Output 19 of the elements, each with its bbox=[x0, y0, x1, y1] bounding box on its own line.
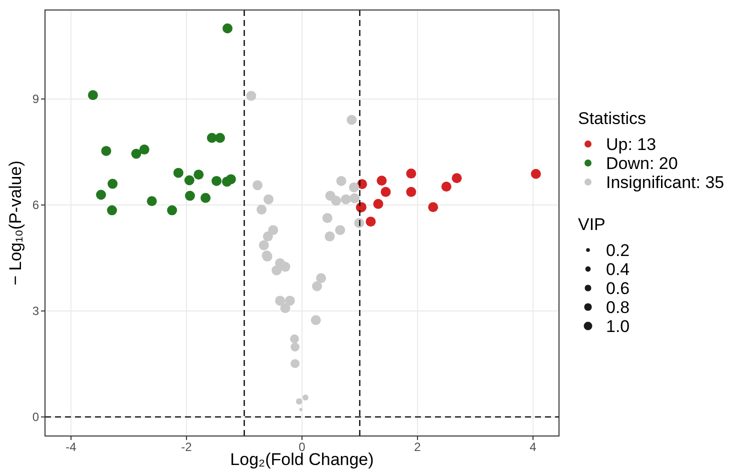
legend-label: 0.4 bbox=[606, 260, 630, 279]
legend-label: 0.6 bbox=[606, 279, 630, 298]
text: VIP bbox=[578, 215, 606, 234]
x-tick-label: 2 bbox=[414, 440, 422, 454]
y-tick-label: 6 bbox=[32, 198, 40, 212]
y-tick-label: 9 bbox=[32, 92, 40, 106]
legend-label: Insignificant: 35 bbox=[606, 173, 724, 192]
x-tick-label: 4 bbox=[530, 440, 537, 454]
legend-label: 0.8 bbox=[606, 298, 630, 317]
legend-label: 1.0 bbox=[606, 317, 630, 336]
x-tick-label: -4 bbox=[66, 440, 77, 454]
legend-label: Up: 13 bbox=[606, 135, 656, 154]
y-axis-title: − Log₁₀(P-value) bbox=[6, 160, 25, 286]
legend-label: 0.2 bbox=[606, 241, 630, 260]
y-tick-label: 3 bbox=[32, 304, 40, 318]
legend-label: Down: 20 bbox=[606, 154, 678, 173]
y-tick-label: 0 bbox=[32, 410, 40, 424]
legend-title: Statistics bbox=[578, 109, 646, 128]
x-tick-label: -2 bbox=[181, 440, 192, 454]
